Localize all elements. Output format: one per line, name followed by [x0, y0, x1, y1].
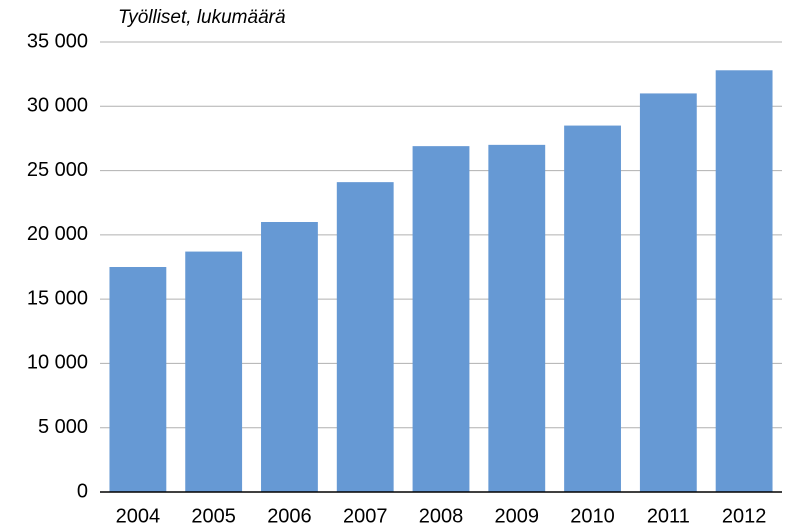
- bar: [564, 125, 621, 493]
- bar: [715, 70, 773, 493]
- x-tick-label: 2005: [191, 505, 236, 527]
- x-tick-label: 2004: [116, 505, 161, 527]
- y-tick-label: 5 000: [38, 416, 88, 438]
- bar: [488, 144, 546, 492]
- bar: [639, 93, 697, 492]
- x-tick-label: 2007: [343, 505, 388, 527]
- bar: [412, 146, 470, 492]
- bar: [109, 267, 167, 492]
- chart-title: Työlliset, lukumäärä: [118, 7, 286, 28]
- y-tick-label: 20 000: [27, 223, 88, 245]
- x-tick-label: 2012: [722, 505, 767, 527]
- y-tick-label: 0: [77, 480, 88, 502]
- x-tick-label: 2009: [495, 505, 540, 527]
- y-tick-label: 10 000: [27, 352, 88, 374]
- bar: [336, 182, 394, 492]
- bar: [261, 222, 318, 492]
- x-tick-label: 2010: [570, 505, 615, 527]
- y-tick-label: 30 000: [27, 95, 88, 117]
- bar: [185, 251, 243, 492]
- x-tick-label: 2008: [419, 505, 464, 527]
- y-tick-label: 35 000: [27, 30, 88, 52]
- y-tick-label: 25 000: [27, 159, 88, 181]
- x-tick-label: 2011: [647, 505, 690, 527]
- y-tick-label: 15 000: [27, 287, 88, 309]
- x-tick-label: 2006: [267, 505, 312, 527]
